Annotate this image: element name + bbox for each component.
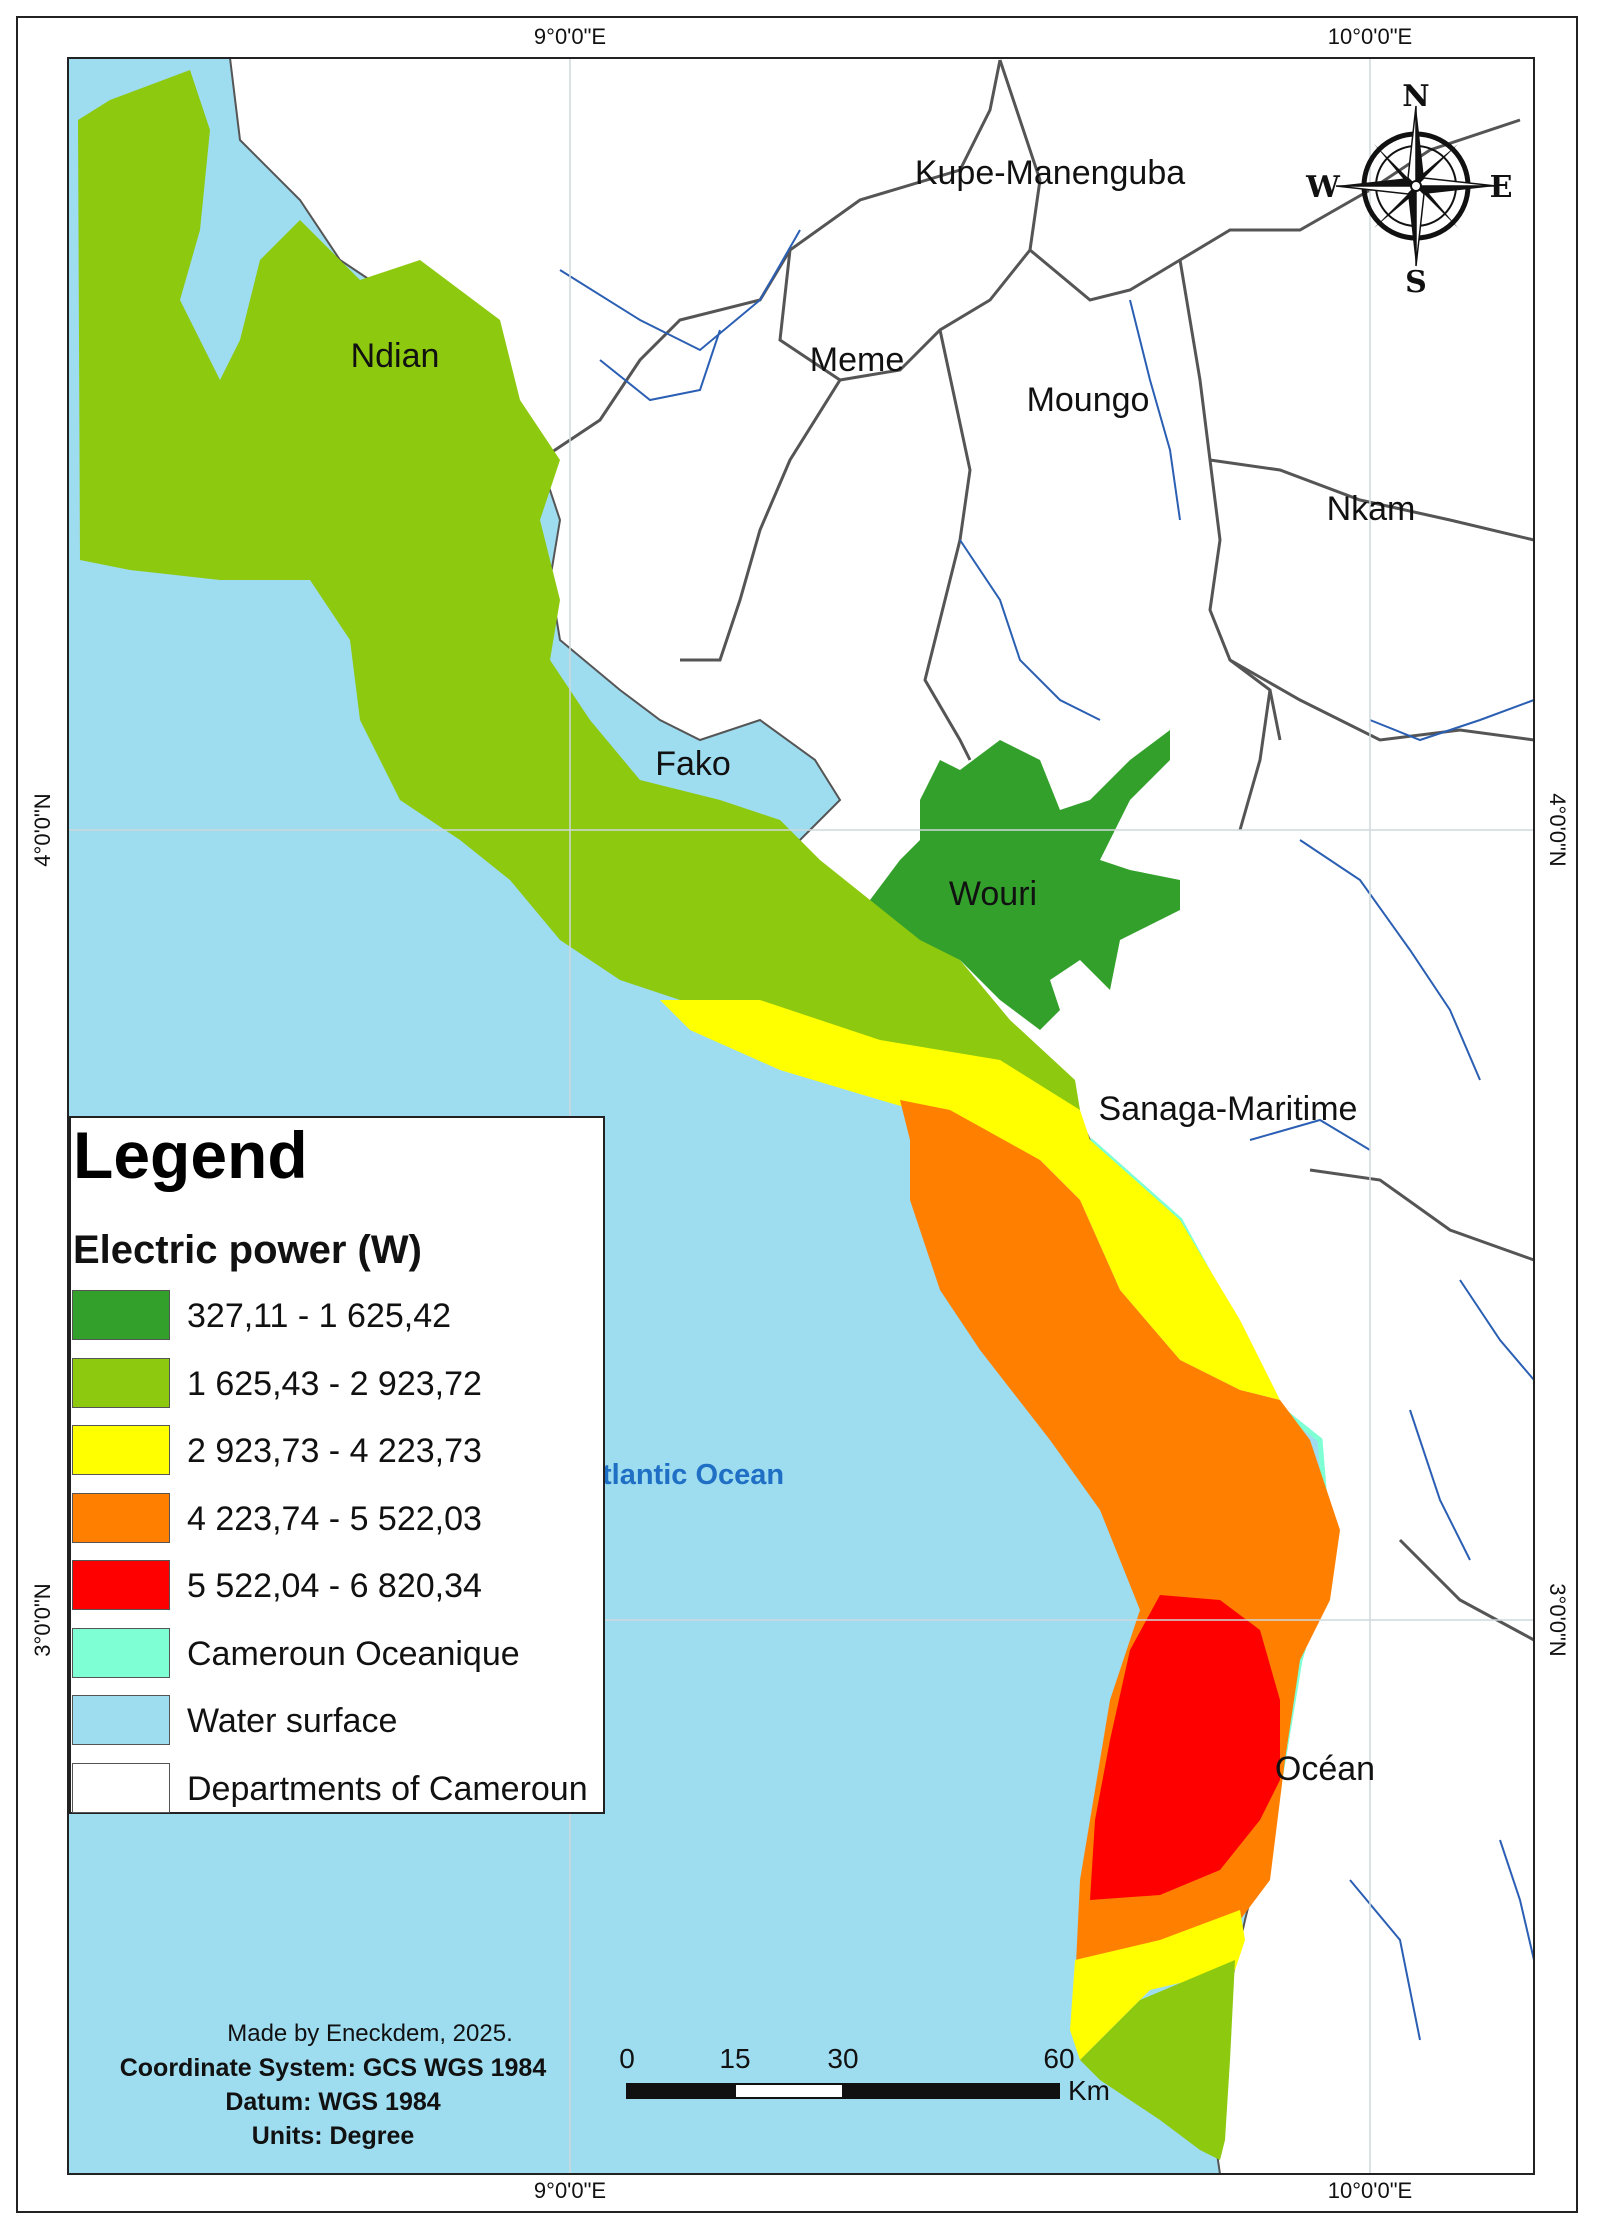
credit-datum: Datum: WGS 1984 — [225, 2088, 440, 2116]
zone-1625-2923-north — [78, 70, 1080, 1110]
lon-label-top-10: 10°0'0"E — [1328, 24, 1412, 49]
lon-label-bottom-9: 9°0'0"E — [534, 2178, 606, 2203]
scale-bar — [626, 2083, 1060, 2099]
legend-item: 1 625,43 - 2 923,72 — [71, 1357, 605, 1410]
legend-item: Water surface — [71, 1695, 605, 1747]
legend-item: 2 923,73 - 4 223,73 — [71, 1425, 605, 1477]
legend-label: 1 625,43 - 2 923,72 — [187, 1364, 482, 1403]
legend-title: Legend — [73, 1118, 308, 1192]
legend-swatch — [72, 1357, 170, 1408]
label-nkam: Nkam — [1327, 490, 1416, 528]
legend-label: Departments of Cameroun — [187, 1769, 588, 1808]
label-fako: Fako — [655, 745, 731, 783]
outer-frame — [16, 16, 1578, 2213]
label-meme: Meme — [810, 341, 904, 379]
legend-item: Cameroun Oceanique — [71, 1627, 605, 1680]
scale-tick-30: 30 — [827, 2043, 858, 2074]
map-border — [67, 57, 1535, 2175]
label-ndian: Ndian — [351, 337, 440, 375]
compass-s: S — [1405, 265, 1427, 300]
zone-1625-2923-south — [1080, 1960, 1235, 2160]
legend-swatch — [72, 1695, 170, 1745]
zone-5522-6820 — [1090, 1595, 1280, 1900]
scale-tick-0: 0 — [619, 2043, 635, 2074]
label-kupe-manenguba: Kupe-Manenguba — [915, 154, 1185, 192]
department-borders — [539, 59, 1535, 1642]
lat-label-right-3: 3°0'0"N — [1545, 1583, 1570, 1656]
legend-item: 327,11 - 1 625,42 — [71, 1290, 605, 1342]
label-moungo: Moungo — [1027, 381, 1150, 419]
legend-swatch — [72, 1627, 170, 1678]
compass-n: N — [1402, 79, 1429, 114]
legend-label: 327,11 - 1 625,42 — [187, 1297, 452, 1335]
compass-w: W — [1305, 170, 1341, 205]
credit-coord-system: Coordinate System: GCS WGS 1984 — [120, 2054, 547, 2082]
lat-label-left-3: 3°0'0"N — [30, 1583, 55, 1656]
legend-item: Departments of Cameroun — [71, 1762, 605, 1815]
lat-label-right-4: 4°0'0"N — [1545, 793, 1570, 866]
legend-label: 2 923,73 - 4 223,73 — [187, 1432, 482, 1470]
legend-label: 5 522,04 - 6 820,34 — [187, 1567, 482, 1605]
legend-label: Cameroun Oceanique — [187, 1634, 520, 1673]
legend-label: 4 223,74 - 5 522,03 — [187, 1499, 482, 1538]
legend-item: 5 522,04 - 6 820,34 — [71, 1560, 605, 1612]
zone-327-1625-wouri — [870, 730, 1180, 1030]
lat-label-left-4: 4°0'0"N — [30, 793, 55, 866]
zone-2923-4223-b — [1070, 1910, 1245, 2060]
label-atlantic-ocean: tlantic Ocean — [602, 1459, 784, 1491]
label-sanaga-maritime: Sanaga-Maritime — [1099, 1090, 1358, 1128]
zone-2923-4223-a — [660, 1000, 1280, 1400]
credit-made-by: Made by Eneckdem, 2025. — [227, 2020, 513, 2047]
legend-swatch — [72, 1290, 170, 1340]
legend-box: Legend Electric power (W) 327,11 - 1 625… — [69, 1116, 605, 1814]
label-ocean: Océan — [1275, 1750, 1375, 1788]
credit-units: Units: Degree — [252, 2122, 415, 2150]
legend-swatch — [72, 1492, 170, 1543]
compass-rose-icon — [1335, 105, 1497, 267]
legend-subtitle: Electric power (W) — [73, 1228, 422, 1272]
label-wouri: Wouri — [949, 875, 1037, 913]
legend-label: Water surface — [187, 1702, 398, 1740]
legend-swatch — [72, 1425, 170, 1475]
compass-e: E — [1490, 170, 1513, 205]
legend-swatch — [72, 1762, 170, 1813]
lon-label-bottom-10: 10°0'0"E — [1328, 2178, 1412, 2203]
lon-label-top-9: 9°0'0"E — [534, 24, 606, 49]
scale-unit: Km — [1068, 2075, 1110, 2106]
legend-swatch — [72, 1560, 170, 1610]
rivers — [559, 229, 1535, 2041]
scale-tick-15: 15 — [719, 2043, 750, 2074]
scale-tick-60: 60 — [1043, 2043, 1074, 2074]
legend-item: 4 223,74 - 5 522,03 — [71, 1492, 605, 1545]
